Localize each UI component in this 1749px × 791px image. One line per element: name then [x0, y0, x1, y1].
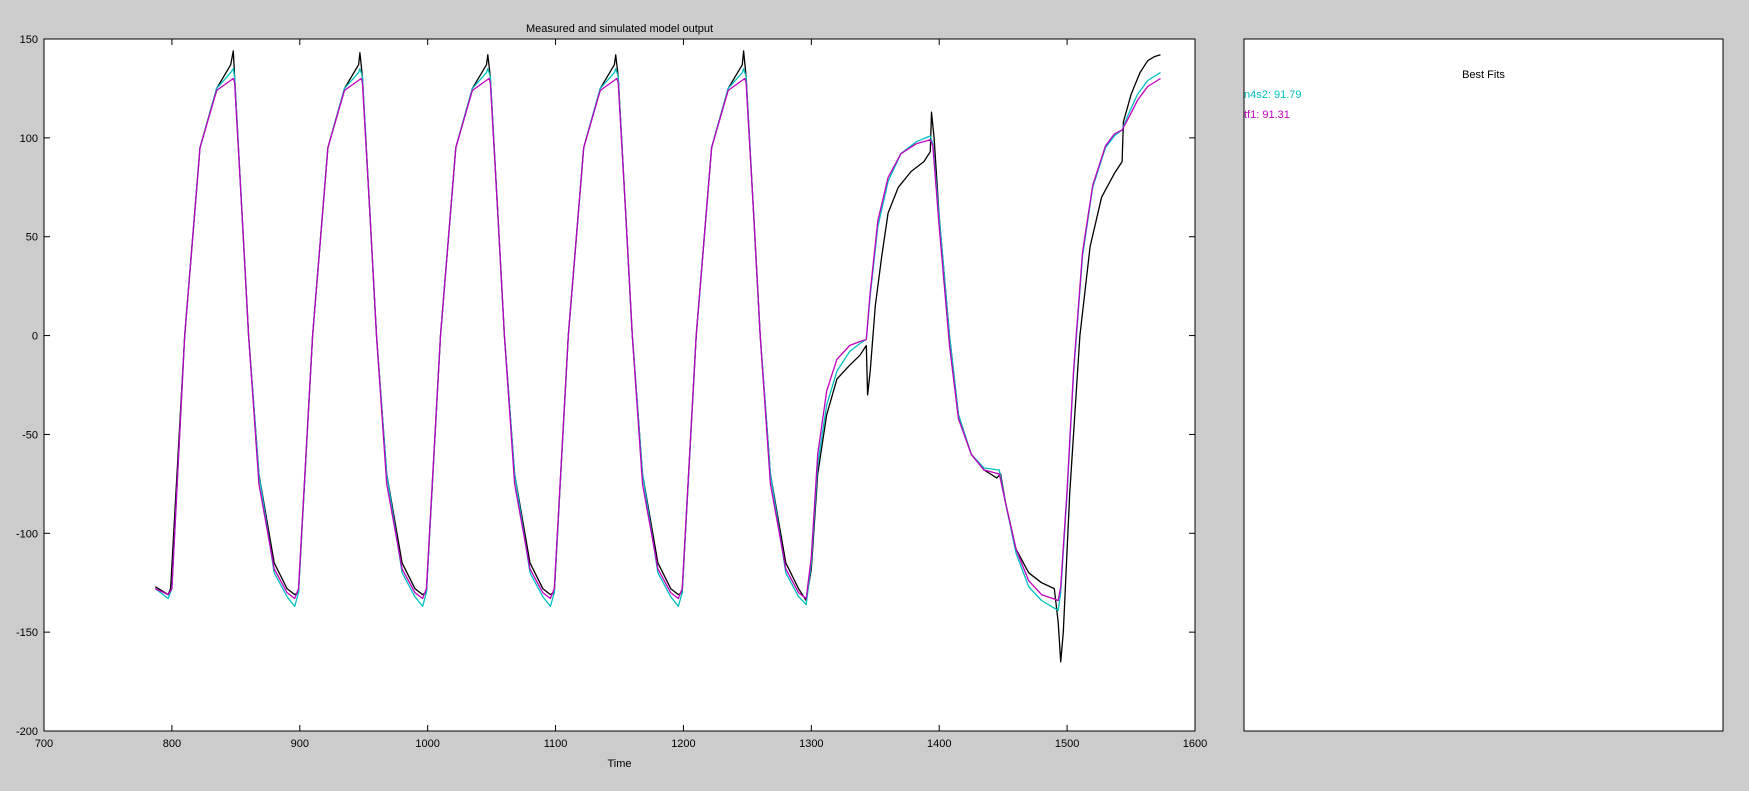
y-tick-label: 150 — [20, 34, 38, 46]
x-tick-label: 1100 — [544, 738, 568, 750]
series-line-tf1 — [155, 77, 1161, 602]
series-lines — [154, 50, 1161, 663]
y-tick-label: 0 — [32, 331, 38, 343]
x-tick-label: 1000 — [415, 738, 439, 750]
x-tick-label: 1600 — [1183, 738, 1207, 750]
x-tick-label: 800 — [163, 738, 181, 750]
y-tick-label: -150 — [16, 627, 38, 639]
y-tick-label: -100 — [16, 528, 38, 540]
best-fits-title: Best Fits — [1462, 69, 1505, 81]
y-tick-label: -200 — [16, 726, 38, 738]
y-tick-label: 100 — [20, 133, 38, 145]
chart-title: Measured and simulated model output — [526, 23, 713, 35]
x-tick-label: 1400 — [927, 738, 951, 750]
legend-entry-tf1: tf1: 91.31 — [1244, 109, 1290, 121]
legend-entry-n4s2: n4s2: 91.79 — [1244, 89, 1302, 101]
plot-area[interactable] — [43, 38, 1196, 732]
x-tick-label: 700 — [35, 738, 53, 750]
x-axis-label: Time — [607, 758, 631, 770]
x-tick-label: 1300 — [799, 738, 823, 750]
x-tick-label: 900 — [291, 738, 309, 750]
x-tick-label: 1200 — [671, 738, 695, 750]
x-tick-label: 1500 — [1055, 738, 1079, 750]
y-tick-label: -50 — [22, 429, 38, 441]
best-fits-panel — [1243, 38, 1724, 732]
axis-ticks: 700 800 900 1000 1100 1200 1300 1400 1500 1600150… — [16, 34, 1207, 750]
y-tick-label: 50 — [26, 232, 38, 244]
